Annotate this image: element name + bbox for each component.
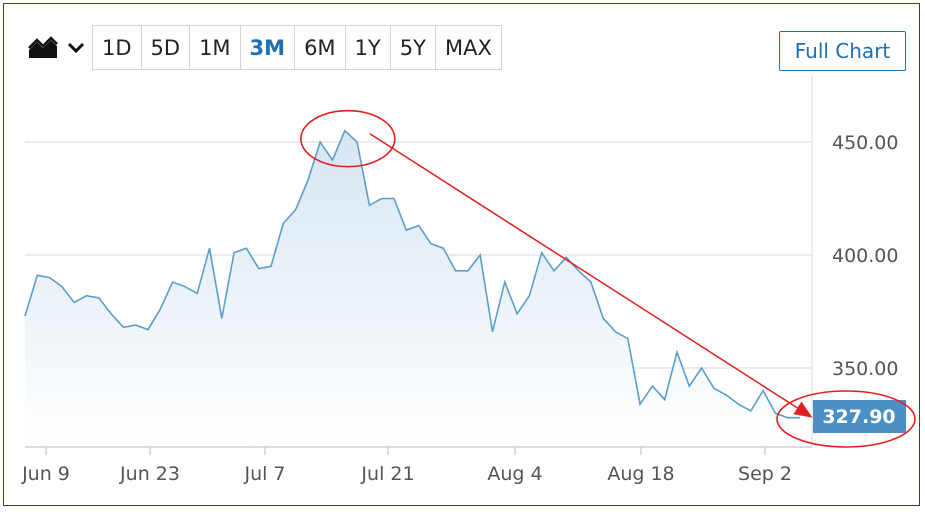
range-button-1m[interactable]: 1M xyxy=(190,26,241,69)
range-button-1y[interactable]: 1Y xyxy=(346,26,391,69)
x-tick-label: Sep 2 xyxy=(738,463,792,485)
chart-toolbar: 1D 5D 1M 3M 6M 1Y 5Y MAX xyxy=(20,25,502,70)
current-price-highlight-circle xyxy=(776,390,916,448)
area-chart-icon xyxy=(28,35,58,58)
peak-highlight-circle xyxy=(300,109,396,168)
y-tick-label: 450.00 xyxy=(832,132,898,154)
x-tick-label: Aug 4 xyxy=(487,463,542,485)
range-button-5y[interactable]: 5Y xyxy=(391,26,436,69)
price-area xyxy=(25,130,800,447)
current-price-label: 327.90 xyxy=(822,406,895,428)
y-tick-label: 400.00 xyxy=(832,245,898,267)
range-button-3m[interactable]: 3M xyxy=(241,26,296,69)
range-selector: 1D 5D 1M 3M 6M 1Y 5Y MAX xyxy=(92,25,502,70)
full-chart-button[interactable]: Full Chart xyxy=(779,31,906,71)
price-line xyxy=(24,129,800,419)
x-tick-label: Jul 21 xyxy=(360,463,414,485)
range-button-1d[interactable]: 1D xyxy=(93,26,142,69)
range-button-5d[interactable]: 5D xyxy=(142,26,191,69)
chart-type-selector[interactable] xyxy=(20,25,92,70)
x-tick-label: Jun 23 xyxy=(119,463,180,485)
decline-arrow xyxy=(369,133,813,418)
x-tick-label: Jul 7 xyxy=(243,463,285,485)
x-tick-label: Jun 9 xyxy=(21,463,70,485)
y-tick-label: 350.00 xyxy=(832,358,898,380)
range-button-max[interactable]: MAX xyxy=(444,35,492,60)
chevron-down-icon xyxy=(67,42,85,53)
current-price-badge xyxy=(813,400,906,433)
range-button-6m[interactable]: 6M xyxy=(295,26,346,69)
x-tick-label: Aug 18 xyxy=(607,463,674,485)
